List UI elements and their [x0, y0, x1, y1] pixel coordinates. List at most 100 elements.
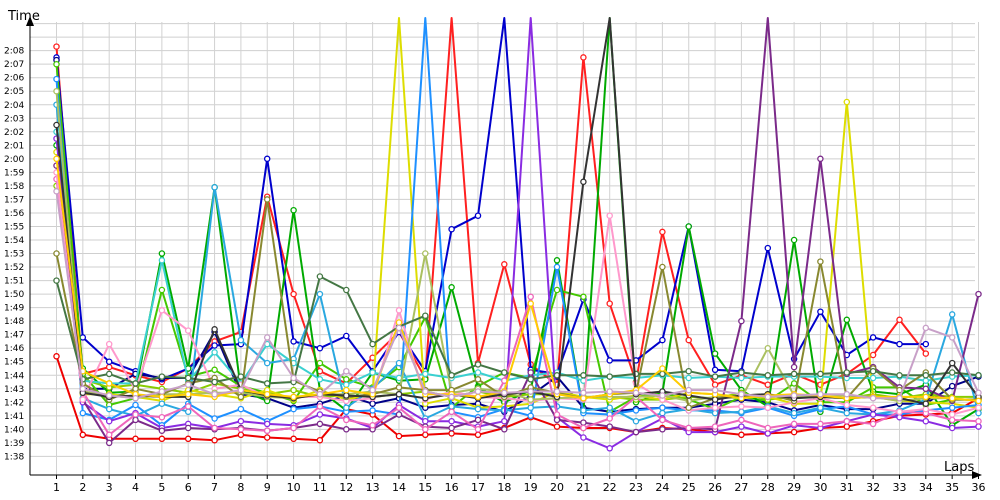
data-point	[237, 431, 245, 439]
data-point	[817, 390, 824, 398]
data-point	[53, 87, 60, 95]
data-point	[948, 334, 956, 341]
data-point	[184, 390, 192, 398]
data-point	[105, 370, 113, 378]
data-point	[948, 416, 956, 424]
data-point	[263, 334, 271, 341]
data-point	[184, 374, 192, 382]
y-tick-label: 1:40	[4, 425, 24, 435]
data-point	[343, 286, 350, 294]
data-point	[843, 409, 851, 417]
data-point	[580, 434, 587, 441]
data-point	[474, 388, 482, 395]
data-point	[158, 400, 166, 407]
data-point	[395, 307, 403, 314]
data-point	[132, 435, 139, 443]
data-point	[843, 369, 851, 376]
data-point	[711, 366, 719, 374]
data-point	[711, 404, 719, 411]
data-point	[790, 363, 798, 371]
y-axis-title: Time	[7, 9, 40, 24]
data-point	[553, 286, 561, 294]
data-point	[343, 376, 350, 383]
data-point	[343, 404, 350, 411]
data-point	[263, 434, 271, 441]
data-point	[369, 340, 376, 348]
x-tick-label: 31	[840, 481, 854, 494]
data-point	[659, 228, 666, 236]
data-point	[448, 372, 455, 379]
y-tick-label: 2:08	[4, 47, 24, 57]
data-point	[132, 401, 139, 409]
y-tick-label: 1:51	[4, 277, 24, 287]
data-point	[132, 416, 139, 424]
data-point	[448, 424, 455, 432]
x-tick-label: 2	[79, 481, 86, 494]
data-point	[211, 390, 218, 398]
data-point	[817, 155, 824, 163]
data-point	[290, 206, 297, 214]
data-point	[395, 404, 403, 411]
data-point	[738, 374, 745, 382]
data-point	[738, 431, 745, 439]
data-point	[158, 373, 166, 380]
series-line	[55, 158, 979, 402]
data-point	[448, 403, 455, 410]
data-point	[553, 416, 561, 424]
data-point	[474, 426, 482, 433]
data-point	[580, 293, 587, 301]
data-point	[132, 385, 139, 393]
y-tick-label: 2:00	[4, 155, 24, 165]
x-tick-label: 24	[655, 481, 669, 494]
data-point	[343, 332, 350, 340]
series-18	[53, 273, 982, 387]
data-point	[79, 396, 87, 403]
data-point	[738, 317, 745, 325]
data-point	[290, 405, 297, 413]
data-point	[316, 411, 324, 418]
y-tick-label: 1:39	[4, 439, 24, 449]
data-point	[869, 351, 877, 359]
data-point	[79, 334, 87, 341]
data-point	[132, 380, 139, 387]
data-point	[263, 380, 271, 387]
y-tick-label: 1:55	[4, 222, 24, 232]
data-point	[316, 390, 324, 398]
x-tick-label: 32	[866, 481, 880, 494]
x-tick-label: 20	[550, 481, 564, 494]
series-line	[55, 104, 980, 423]
data-point	[343, 367, 350, 375]
data-point	[790, 370, 798, 378]
series-2	[53, 17, 930, 388]
data-point	[738, 369, 745, 376]
data-point	[369, 407, 376, 414]
data-point	[316, 376, 324, 383]
x-tick-label: 13	[366, 481, 380, 494]
data-point	[922, 372, 930, 379]
data-point	[869, 367, 877, 375]
data-point	[53, 60, 60, 68]
data-point	[211, 366, 218, 374]
data-point	[184, 435, 192, 443]
data-point	[501, 417, 508, 425]
data-point	[527, 376, 534, 383]
data-point	[606, 423, 613, 430]
data-point	[817, 370, 824, 378]
data-point	[606, 357, 613, 364]
data-point	[290, 290, 297, 298]
data-point	[527, 388, 534, 395]
data-point	[369, 369, 376, 376]
data-point	[448, 408, 455, 416]
data-point	[580, 407, 587, 414]
data-point	[263, 420, 271, 428]
data-point	[290, 424, 297, 432]
data-point	[711, 386, 719, 394]
data-point	[369, 386, 376, 394]
data-point	[606, 212, 613, 219]
data-point	[869, 404, 877, 411]
data-point	[132, 394, 139, 402]
data-point	[132, 411, 139, 418]
data-point	[369, 400, 376, 407]
data-point	[290, 374, 297, 382]
data-point	[580, 389, 587, 397]
